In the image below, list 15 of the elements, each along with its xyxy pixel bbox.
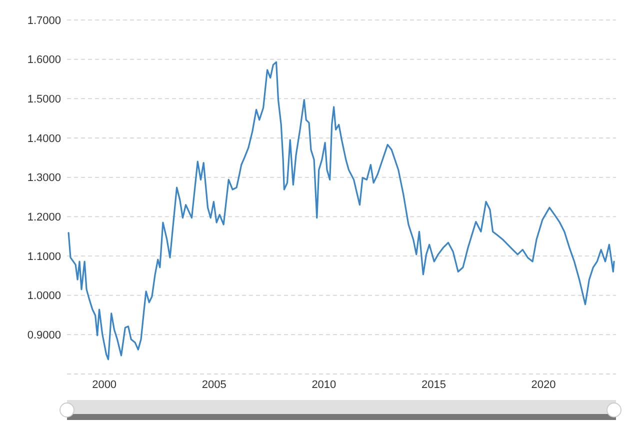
x-tick-label: 2020: [531, 379, 556, 391]
y-tick-label: 0.9000: [27, 330, 61, 342]
y-tick-label: 1.2000: [27, 212, 61, 224]
x-tick-label: 2010: [312, 379, 336, 391]
y-tick-label: 1.4000: [27, 132, 61, 145]
line-series: [68, 61, 615, 360]
y-tick-label: 1.3000: [27, 172, 61, 184]
y-tick-label: 1.0000: [27, 290, 61, 302]
y-tick-label: 1.5000: [27, 94, 61, 106]
x-tick-label: 2015: [421, 379, 446, 391]
y-tick-label: 1.7000: [27, 14, 61, 27]
y-tick-label: 1.1000: [27, 250, 61, 263]
x-tick-label: 2000: [92, 379, 117, 391]
y-tick-label: 1.6000: [27, 54, 61, 66]
x-tick-label: 2005: [202, 379, 226, 391]
